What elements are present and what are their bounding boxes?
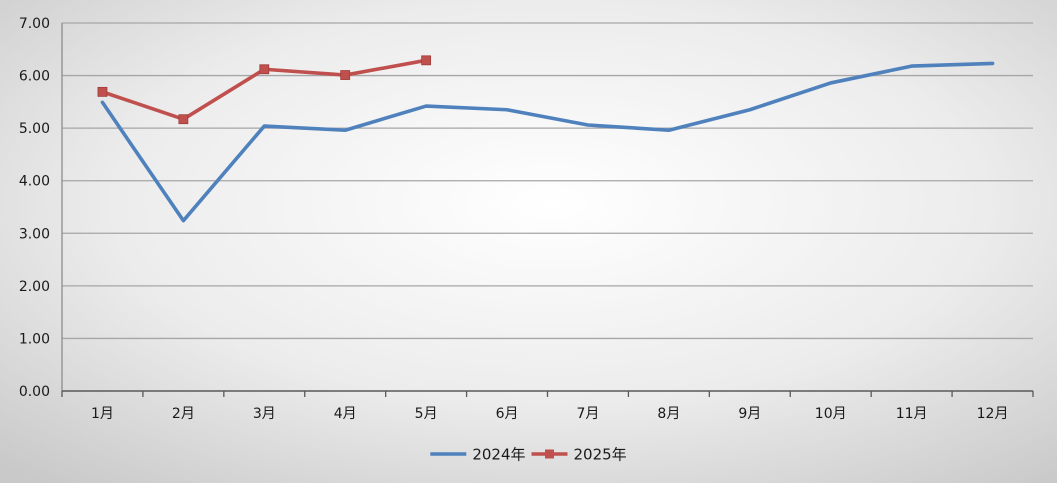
data-point-marker <box>421 55 432 66</box>
y-tick-label: 2.00 <box>19 279 50 295</box>
x-tick-label: 12月 <box>977 406 1009 422</box>
x-tick-label: 11月 <box>896 406 928 422</box>
x-tick-label: 9月 <box>738 406 761 422</box>
y-tick-label: 0.00 <box>19 384 50 400</box>
y-tick-label: 4.00 <box>19 174 50 190</box>
legend-label: 2025年 <box>574 446 627 464</box>
x-tick-label: 4月 <box>334 406 357 422</box>
x-tick-label: 2月 <box>172 406 195 422</box>
legend-swatch-marker <box>545 449 554 459</box>
tick-labels: 0.00 1.00 2.00 3.00 4.00 5.00 6.00 7.00 1月 2月 3月 4月… <box>19 16 1009 422</box>
x-tick-label: 5月 <box>415 406 438 422</box>
y-tick-label: 1.00 <box>19 331 50 347</box>
series-line-0 <box>100 61 995 223</box>
x-tick-label: 1月 <box>91 406 114 422</box>
y-tick-label: 5.00 <box>19 121 50 137</box>
x-tick-label: 6月 <box>496 406 519 422</box>
y-tick-label: 3.00 <box>19 226 50 242</box>
data-point-marker <box>97 86 108 97</box>
series <box>97 55 995 223</box>
y-tick-label: 6.00 <box>19 69 50 85</box>
x-tick-label: 10月 <box>815 406 847 422</box>
y-tick-label: 7.00 <box>19 16 50 32</box>
legend: 2024年 2025年 <box>430 446 627 464</box>
x-tick-label: 7月 <box>576 406 599 422</box>
data-point-marker <box>259 64 270 75</box>
data-point-marker <box>340 70 351 80</box>
x-tick-label: 3月 <box>253 406 276 422</box>
x-tick-label: 8月 <box>657 406 680 422</box>
data-point-marker <box>178 114 189 125</box>
legend-item-1: 2025年 <box>531 446 627 464</box>
legend-item-0: 2024年 <box>430 446 526 464</box>
axes <box>61 23 1034 397</box>
legend-label: 2024年 <box>472 446 525 464</box>
